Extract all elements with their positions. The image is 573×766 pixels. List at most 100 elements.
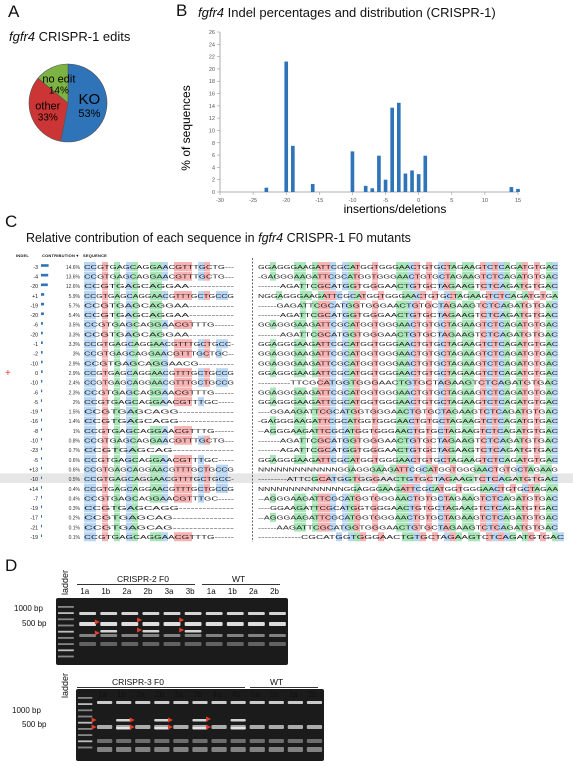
base-cell (480, 300, 486, 310)
base-cell (450, 474, 456, 484)
base-cell (294, 387, 300, 397)
base-cell (348, 348, 354, 358)
base-cell (330, 503, 336, 513)
base-cell (516, 455, 522, 465)
base-cell (414, 310, 420, 320)
base-cell (174, 377, 180, 387)
base-cell (198, 464, 204, 474)
base-cell (480, 406, 486, 416)
y-tick-label: 18 (209, 79, 215, 85)
base-cell (348, 522, 354, 532)
base-cell (102, 262, 108, 272)
base-cell (270, 426, 276, 436)
base-cell (468, 455, 474, 465)
gel-band (173, 747, 189, 752)
base-cell (468, 290, 474, 300)
contribution-value: 0.3% (69, 506, 81, 512)
base-cell (342, 377, 348, 387)
base-cell (378, 290, 384, 300)
base-cell (294, 416, 300, 426)
base-cell (438, 455, 444, 465)
base-cell (552, 310, 558, 320)
base-cell (492, 300, 498, 310)
base-cell (186, 464, 192, 474)
base-cell (312, 387, 318, 397)
gel-band (135, 725, 151, 729)
y-tick-label: 4 (212, 165, 215, 171)
gel-band (154, 727, 170, 730)
base-cell (546, 522, 552, 532)
base-cell (318, 503, 324, 513)
indel-value: -1 (33, 342, 38, 348)
base-cell (402, 290, 408, 300)
gel-band (247, 622, 265, 626)
gel-band (247, 634, 265, 637)
base-cell (270, 319, 276, 329)
base-cell (498, 310, 504, 320)
base-cell (348, 319, 354, 329)
base-cell (174, 532, 180, 542)
ladder-band (78, 740, 93, 743)
base-cell (444, 512, 450, 522)
base-cell (156, 300, 162, 310)
base-cell (300, 493, 306, 503)
base-cell (84, 319, 90, 329)
base-cell (126, 377, 132, 387)
base-cell (132, 464, 138, 474)
base-cell (444, 300, 450, 310)
base-cell (300, 262, 306, 272)
base-cell (84, 474, 90, 484)
base-cell (492, 368, 498, 378)
base-cell (402, 281, 408, 291)
sequence-text: ----------TTCGCATGGTGGGAACTGTGCTAGAAGTCT… (258, 381, 558, 387)
lane-label: 3a (174, 690, 184, 699)
base-cell (480, 455, 486, 465)
base-cell (132, 522, 138, 532)
y-tick-label: 14 (209, 104, 215, 110)
gel-band (211, 739, 227, 743)
base-cell (198, 348, 204, 358)
base-cell (408, 435, 414, 445)
gel-band (154, 719, 170, 722)
lane-label: 1b (227, 587, 237, 596)
base-cell (414, 329, 420, 339)
base-cell (222, 339, 228, 349)
base-cell (402, 271, 408, 281)
base-cell (480, 464, 486, 474)
base-cell (162, 464, 168, 474)
base-cell (348, 416, 354, 426)
contribution-value: 0.6% (69, 458, 81, 464)
base-cell (552, 387, 558, 397)
base-cell (132, 281, 138, 291)
base-cell (318, 406, 324, 416)
base-cell (480, 368, 486, 378)
base-cell (162, 348, 168, 358)
lane-label: 4a (212, 690, 222, 699)
pie-slice-KO (60, 63, 108, 143)
base-cell (486, 522, 492, 532)
sequence-text: CCGTGAGCAGGAACGTTTG------ (84, 535, 234, 541)
highlighted-row[interactable] (0, 473, 573, 483)
gel1-group2-label: WT (232, 574, 246, 584)
sequence-text: CCGTGAGCAGGAACGTTTGCTGCCG (84, 467, 234, 473)
base-cell (270, 339, 276, 349)
base-cell (402, 310, 408, 320)
base-cell (318, 281, 324, 291)
base-cell (516, 348, 522, 358)
base-cell (516, 397, 522, 407)
base-cell (132, 512, 138, 522)
base-cell (498, 339, 504, 349)
contribution-value: 0.5% (69, 477, 81, 483)
base-cell (294, 368, 300, 378)
base-cell (348, 426, 354, 436)
gel1-group2-line (202, 584, 280, 585)
base-cell (204, 290, 210, 300)
base-cell (90, 271, 96, 281)
base-cell (480, 416, 486, 426)
base-cell (492, 426, 498, 436)
base-cell (318, 387, 324, 397)
base-cell (414, 358, 420, 368)
base-cell (348, 368, 354, 378)
base-cell (498, 455, 504, 465)
col-contribution-header[interactable]: CONTRIBUTION ▾ (42, 253, 79, 258)
